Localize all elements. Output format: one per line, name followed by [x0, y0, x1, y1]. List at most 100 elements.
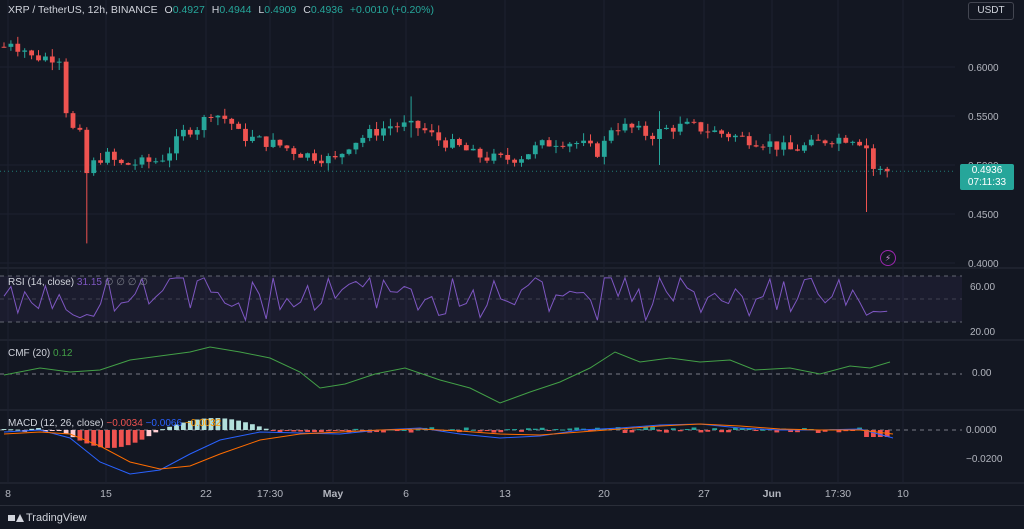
candle-body — [691, 121, 697, 123]
macd-value: −0.0034 — [106, 418, 143, 429]
macd-histogram-bar — [36, 428, 41, 430]
candle-body — [822, 140, 828, 144]
candle-body — [63, 61, 69, 114]
candle-body — [277, 139, 283, 146]
candle-body — [877, 168, 883, 170]
change-value: +0.0010 (+0.20%) — [349, 4, 434, 16]
candle-body — [884, 168, 890, 172]
macd-histogram-bar — [332, 430, 338, 431]
candle-body — [112, 151, 117, 160]
time-axis-label: 13 — [499, 488, 511, 500]
macd-histogram-bar — [132, 430, 138, 443]
candle-body — [394, 126, 400, 128]
macd-histogram-bar — [760, 429, 766, 431]
macd-histogram-bar — [270, 430, 276, 431]
candle-body — [746, 136, 752, 146]
macd-histogram-bar — [160, 429, 166, 431]
time-axis-label: 20 — [598, 488, 610, 500]
candle-body — [422, 128, 428, 131]
rsi-level-60: 60.00 — [970, 282, 996, 293]
candle-body — [677, 123, 683, 132]
symbol-title: XRP / TetherUS, 12h, BINANCE — [8, 4, 158, 16]
macd-histogram-bar — [815, 430, 821, 433]
macd-histogram-bar — [339, 430, 345, 431]
candle-body — [339, 153, 345, 158]
macd-histogram-bar — [201, 418, 207, 430]
candle-body — [491, 153, 497, 161]
candle-body — [871, 148, 876, 169]
candle-body — [650, 135, 655, 140]
macd-legend: MACD (12, 26, close) −0.0034 −0.0066 −0.… — [8, 418, 222, 429]
candle-body — [36, 55, 41, 61]
candle-body — [187, 129, 193, 135]
time-axis-label: 17:30 — [257, 488, 283, 500]
macd-line — [3, 423, 894, 475]
candle-body — [864, 145, 869, 149]
macd-histogram-bar — [84, 430, 90, 444]
candle-body — [319, 160, 324, 164]
candle-body — [353, 142, 359, 150]
macd-histogram-bar — [463, 427, 469, 430]
macd-histogram-bar — [477, 430, 483, 432]
candle-body — [174, 136, 179, 154]
macd-histogram-bar — [788, 430, 793, 433]
tradingview-brand[interactable]: TradingView — [8, 512, 87, 524]
candle-body — [836, 137, 842, 144]
candle-body — [105, 151, 110, 163]
macd-histogram-bar — [843, 430, 849, 432]
macd-histogram-bar — [526, 428, 531, 430]
candle-body — [774, 141, 780, 150]
footer-bar — [0, 505, 1024, 529]
macd-histogram-bar — [877, 430, 883, 437]
candle-body — [291, 148, 297, 154]
macd-histogram-bar — [677, 430, 683, 432]
macd-level-neg: −0.0200 — [966, 454, 1003, 465]
candle-body — [208, 116, 214, 118]
macd-histogram-bar — [629, 430, 635, 433]
macd-histogram-bar — [284, 430, 290, 431]
time-axis-label: 8 — [5, 488, 11, 500]
macd-histogram-bar — [408, 430, 414, 433]
macd-histogram-bar — [187, 420, 193, 430]
candle-body — [256, 136, 262, 138]
macd-histogram-bar — [146, 430, 152, 437]
candle-body — [843, 137, 849, 143]
lightning-icon[interactable]: ⚡ — [880, 250, 896, 266]
currency-button[interactable]: USDT — [968, 2, 1014, 20]
macd-histogram-bar — [429, 427, 435, 430]
candle-body — [443, 140, 448, 148]
candle-body — [250, 136, 255, 142]
candle-body — [263, 136, 269, 147]
macd-histogram-bar — [394, 430, 400, 432]
macd-histogram-bar — [43, 430, 48, 432]
macd-histogram-bar — [291, 430, 297, 432]
macd-histogram-bar — [698, 430, 704, 433]
macd-histogram-bar — [746, 428, 752, 430]
macd-histogram-bar — [470, 429, 476, 431]
candle-body — [760, 146, 766, 148]
candle-body — [733, 135, 738, 138]
bar-countdown: 07:11:33 — [967, 177, 1007, 188]
time-axis-label: 15 — [100, 488, 112, 500]
macd-histogram-bar — [229, 419, 235, 430]
macd-histogram-bar — [174, 424, 179, 430]
candle-body — [284, 145, 290, 149]
macd-histogram-bar — [319, 430, 324, 432]
candle-body — [574, 143, 580, 145]
macd-histogram-bar — [70, 430, 76, 438]
macd-level-0: 0.0000 — [966, 425, 997, 436]
candle-body — [49, 56, 55, 63]
candle-body — [215, 115, 221, 118]
candle-body — [512, 159, 517, 163]
macd-histogram-bar — [484, 430, 490, 431]
candle-body — [657, 129, 662, 140]
candle-body — [705, 131, 711, 133]
candle-body — [139, 157, 145, 165]
tradingview-logo-icon — [8, 513, 24, 523]
macd-histogram-bar — [670, 428, 676, 430]
macd-signal-line — [3, 423, 894, 470]
candle-body — [664, 127, 669, 130]
candle-body — [739, 135, 745, 137]
macd-histogram-bar — [215, 418, 221, 430]
